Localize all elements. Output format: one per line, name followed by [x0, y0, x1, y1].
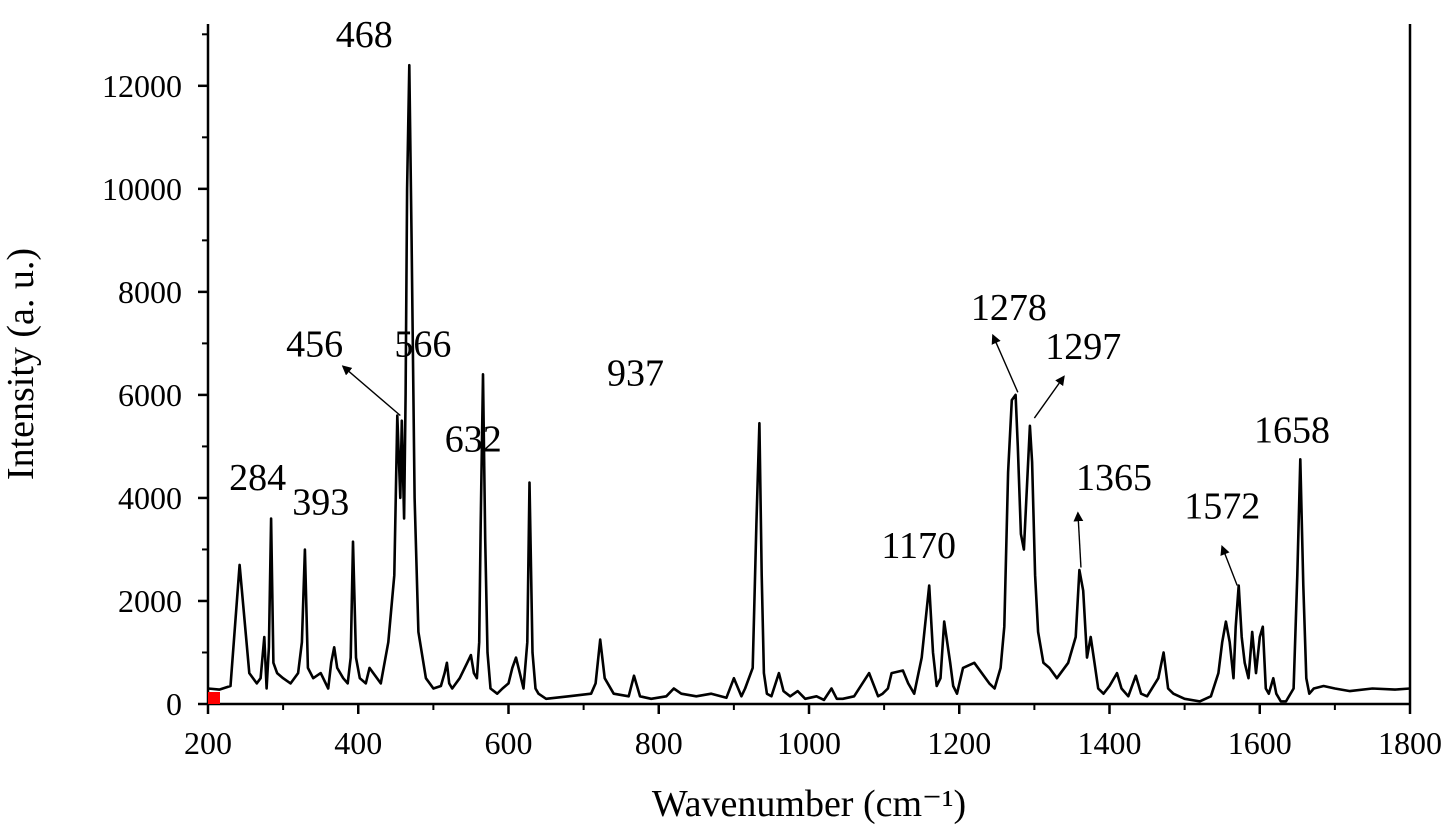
x-tick-label: 200 [184, 725, 232, 761]
x-tick-label: 1600 [1228, 725, 1292, 761]
x-axis-title: Wavenumber (cm⁻¹) [652, 783, 966, 825]
peak-arrow-1365 [1073, 511, 1084, 568]
y-tick-label: 6000 [118, 377, 182, 413]
x-tick-label: 1200 [927, 725, 991, 761]
x-tick-label: 1800 [1378, 725, 1442, 761]
peak-label-468: 468 [336, 14, 393, 56]
peak-arrow-1297 [1033, 375, 1065, 419]
y-tick-label: 8000 [118, 274, 182, 310]
peak-label-1278: 1278 [971, 287, 1047, 329]
peak-label-456: 456 [286, 323, 343, 365]
y-tick-label: 10000 [102, 171, 182, 207]
y-tick-label: 0 [166, 686, 182, 722]
y-axis-title: Intensity (a. u.) [0, 248, 42, 480]
peak-arrow-456 [341, 365, 401, 417]
y-tick-label: 2000 [118, 583, 182, 619]
peak-label-566: 566 [394, 323, 451, 365]
origin-marker [208, 692, 220, 704]
peak-label-937: 937 [607, 353, 664, 395]
peak-label-632: 632 [445, 419, 502, 461]
y-tick-label: 12000 [102, 68, 182, 104]
y-ticks: 0 2000 4000 6000 8000 10000 12000 [102, 33, 208, 722]
x-tick-label: 1400 [1078, 725, 1142, 761]
peak-label-284: 284 [229, 457, 286, 499]
peak-label-1572: 1572 [1184, 486, 1260, 528]
peak-arrow-1572 [1220, 545, 1238, 586]
peak-arrows [341, 333, 1238, 586]
peak-label-1297: 1297 [1045, 326, 1121, 368]
series-line [207, 63, 1411, 703]
x-tick-label: 1000 [777, 725, 841, 761]
peak-label-393: 393 [292, 481, 349, 523]
peak-label-1658: 1658 [1254, 409, 1330, 451]
peak-label-1365: 1365 [1076, 457, 1152, 499]
y-tick-label: 4000 [118, 480, 182, 516]
peak-label-1170: 1170 [881, 525, 956, 567]
x-ticks: 200 400 600 800 1000 1200 1400 1600 1800 [184, 704, 1442, 761]
x-tick-label: 800 [635, 725, 683, 761]
x-tick-label: 400 [334, 725, 382, 761]
x-tick-label: 600 [485, 725, 533, 761]
plot-frame [206, 24, 1412, 706]
peak-arrow-1278 [991, 333, 1019, 393]
